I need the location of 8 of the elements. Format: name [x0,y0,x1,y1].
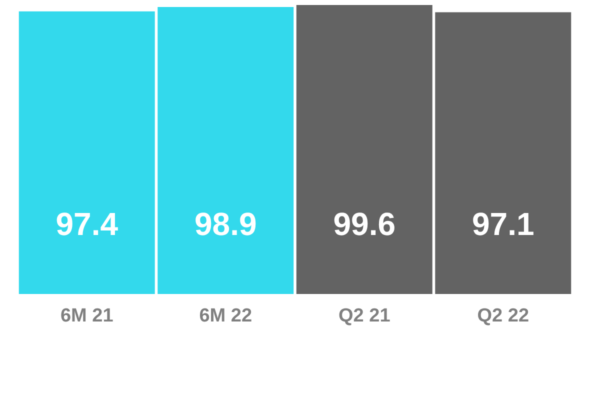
x-tick-label: Q2 22 [477,306,530,326]
data-label: 97.1 [472,206,534,242]
x-tick-label: 6M 22 [199,306,252,326]
x-tick-label: Q2 21 [338,306,391,326]
data-label: 98.9 [194,206,257,242]
data-label: 97.4 [56,206,118,242]
data-label: 99.6 [333,206,396,242]
x-tick-label: 6M 21 [60,306,114,326]
